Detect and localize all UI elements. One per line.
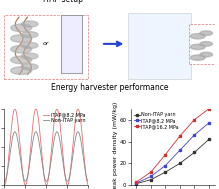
ITAP@8.2 MPa	[37, 118, 40, 121]
Non-ITAP yarn	[14, 131, 16, 133]
Non-ITAP yarn	[150, 179, 152, 181]
Line: Non-ITAP yarn: Non-ITAP yarn	[135, 138, 210, 185]
Non-ITAP yarn	[61, 156, 64, 158]
Circle shape	[21, 42, 38, 48]
FancyBboxPatch shape	[128, 12, 191, 79]
Circle shape	[11, 67, 32, 74]
Circle shape	[11, 45, 32, 53]
ITAP@8.2 MPa	[150, 175, 152, 178]
ITAP@16.2 MPa	[193, 119, 196, 121]
ITAP@8.2 MPa	[87, 184, 90, 186]
ITAP@8.2 MPa	[178, 149, 181, 151]
Circle shape	[11, 35, 32, 42]
Line: ITAP@16.2 MPa: ITAP@16.2 MPa	[135, 107, 210, 183]
Circle shape	[191, 34, 205, 39]
Circle shape	[21, 64, 38, 70]
FancyBboxPatch shape	[189, 24, 215, 64]
ITAP@8.2 MPa	[14, 108, 16, 110]
Circle shape	[21, 53, 38, 59]
ITAP@16.2 MPa	[150, 171, 152, 173]
Circle shape	[21, 32, 38, 38]
Text: ITAP setup: ITAP setup	[43, 0, 83, 4]
Text: Energy harvester performance: Energy harvester performance	[51, 83, 168, 92]
Non-ITAP yarn	[87, 180, 90, 183]
Circle shape	[200, 42, 212, 46]
ITAP@8.2 MPa	[164, 164, 167, 167]
Non-ITAP yarn	[12, 135, 14, 137]
Line: ITAP@8.2 MPa: ITAP@8.2 MPa	[4, 109, 88, 185]
Y-axis label: Peak power density (mW/kg): Peak power density (mW/kg)	[113, 102, 118, 189]
Non-ITAP yarn	[135, 182, 138, 185]
ITAP@8.2 MPa	[40, 150, 43, 152]
Non-ITAP yarn	[40, 158, 43, 160]
Non-ITAP yarn	[164, 171, 167, 173]
Circle shape	[200, 52, 212, 57]
FancyBboxPatch shape	[4, 15, 88, 79]
Legend: ITAP@8.2 MPa, Non-ITAP yarn: ITAP@8.2 MPa, Non-ITAP yarn	[42, 111, 86, 124]
ITAP@16.2 MPa	[178, 135, 181, 137]
Line: ITAP@8.2 MPa: ITAP@8.2 MPa	[135, 122, 210, 184]
Circle shape	[11, 24, 32, 32]
Circle shape	[21, 21, 38, 27]
ITAP@16.2 MPa	[135, 181, 138, 183]
Circle shape	[200, 31, 212, 36]
Non-ITAP yarn	[69, 173, 71, 175]
ITAP@8.2 MPa	[135, 182, 138, 184]
Text: or: or	[43, 41, 50, 46]
Non-ITAP yarn	[193, 151, 196, 154]
ITAP@8.2 MPa	[3, 184, 6, 186]
ITAP@16.2 MPa	[208, 108, 210, 110]
Non-ITAP yarn	[70, 164, 73, 166]
ITAP@8.2 MPa	[70, 159, 73, 161]
Circle shape	[11, 56, 32, 64]
Circle shape	[191, 44, 205, 50]
ITAP@8.2 MPa	[69, 173, 71, 175]
ITAP@8.2 MPa	[12, 114, 14, 116]
Non-ITAP yarn	[178, 162, 181, 164]
Circle shape	[191, 55, 205, 60]
ITAP@8.2 MPa	[61, 146, 64, 148]
Non-ITAP yarn	[208, 138, 210, 140]
Non-ITAP yarn	[3, 180, 6, 183]
Legend: Non-ITAP yarn, ITAP@8.2 MPa, ITAP@16.2 MPa: Non-ITAP yarn, ITAP@8.2 MPa, ITAP@16.2 M…	[133, 111, 180, 130]
ITAP@8.2 MPa	[208, 122, 210, 124]
Line: Non-ITAP yarn: Non-ITAP yarn	[4, 132, 88, 181]
Non-ITAP yarn	[37, 138, 40, 140]
ITAP@16.2 MPa	[164, 153, 167, 156]
ITAP@8.2 MPa	[193, 134, 196, 136]
